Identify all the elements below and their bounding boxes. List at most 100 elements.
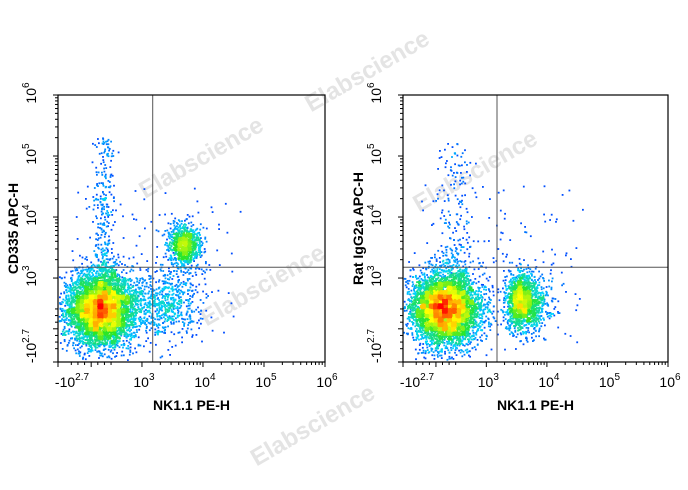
event-dot (71, 282, 74, 285)
event-dot (125, 318, 127, 321)
event-dot (169, 235, 172, 237)
event-dot (180, 301, 183, 303)
event-dot (85, 331, 88, 333)
event-dot (73, 318, 76, 320)
event-dot (102, 199, 105, 201)
event-dot (68, 339, 71, 342)
event-dot (95, 290, 97, 293)
event-dot (124, 305, 127, 308)
event-dot (150, 295, 152, 298)
event-dot (61, 314, 63, 317)
event-dot (118, 299, 121, 302)
event-dot (80, 307, 83, 309)
event-dot (201, 340, 203, 343)
event-dot (180, 304, 183, 307)
event-dot (106, 332, 109, 335)
event-dot (86, 270, 89, 273)
event-dot (179, 252, 181, 255)
event-dot (131, 310, 134, 313)
event-dot (190, 264, 193, 267)
event-dot (175, 249, 177, 252)
event-dot (168, 270, 170, 273)
event-dot (181, 341, 183, 344)
event-dot (107, 278, 110, 281)
event-dot (186, 258, 189, 261)
event-dot (186, 239, 189, 242)
event-dot (170, 263, 173, 266)
event-dot (60, 309, 63, 312)
event-dot (96, 275, 99, 278)
event-dot (121, 315, 124, 318)
event-dot (186, 260, 189, 263)
event-dot (103, 275, 105, 277)
event-dot (98, 335, 101, 338)
event-dot (144, 303, 146, 306)
event-dot (89, 267, 92, 270)
event-dot (155, 331, 158, 334)
event-dot (103, 274, 106, 277)
event-dot (63, 325, 66, 328)
event-dot (129, 304, 132, 307)
event-dot (105, 254, 108, 257)
event-dot (132, 307, 135, 310)
event-dot (75, 304, 78, 307)
event-dot (82, 305, 85, 308)
event-dot (63, 319, 65, 322)
event-dot (90, 282, 93, 285)
event-dot (195, 237, 198, 240)
event-dot (69, 315, 72, 318)
event-dot (102, 262, 105, 265)
event-dot (106, 287, 108, 290)
event-dot (101, 208, 103, 211)
event-dot (120, 328, 122, 331)
event-dot (59, 302, 61, 304)
event-dot (116, 314, 118, 316)
event-dot (204, 236, 207, 239)
event-dot (88, 330, 90, 333)
event-dot (128, 326, 131, 329)
event-dot (119, 314, 122, 317)
event-dot (187, 242, 189, 245)
event-dot (183, 263, 185, 266)
event-dot (95, 334, 97, 337)
event-dot (114, 345, 117, 348)
event-dot (112, 295, 114, 297)
event-dot (97, 287, 100, 290)
event-dot (98, 290, 101, 293)
event-dot (109, 340, 112, 343)
event-dot (117, 332, 120, 335)
event-dot (79, 351, 82, 354)
event-dot (184, 261, 187, 264)
event-dot (166, 229, 169, 232)
event-dot (173, 224, 176, 227)
event-dot (184, 238, 187, 240)
event-dot (189, 237, 192, 239)
event-dot (61, 308, 64, 310)
event-dot (164, 299, 167, 302)
event-dot (93, 279, 96, 282)
event-dot (190, 302, 192, 305)
event-dot (218, 223, 220, 226)
event-dot (98, 357, 100, 359)
event-dot (173, 220, 176, 223)
event-dot (90, 275, 93, 278)
event-dot (113, 348, 116, 351)
event-dot (123, 302, 126, 304)
event-dot (91, 335, 94, 337)
event-dot (125, 315, 127, 318)
event-dot (103, 345, 106, 348)
event-dot (156, 312, 158, 315)
event-dot (99, 330, 102, 332)
event-dot (105, 332, 108, 335)
event-dot (124, 327, 127, 329)
event-dot (192, 231, 195, 234)
event-dot (176, 241, 179, 243)
event-dot (109, 289, 112, 292)
event-dot (129, 287, 131, 290)
event-dot (140, 299, 142, 302)
event-dot (85, 322, 87, 324)
event-dot (174, 237, 177, 240)
event-dot (74, 288, 76, 291)
event-dot (90, 344, 92, 347)
event-dot (127, 288, 130, 291)
